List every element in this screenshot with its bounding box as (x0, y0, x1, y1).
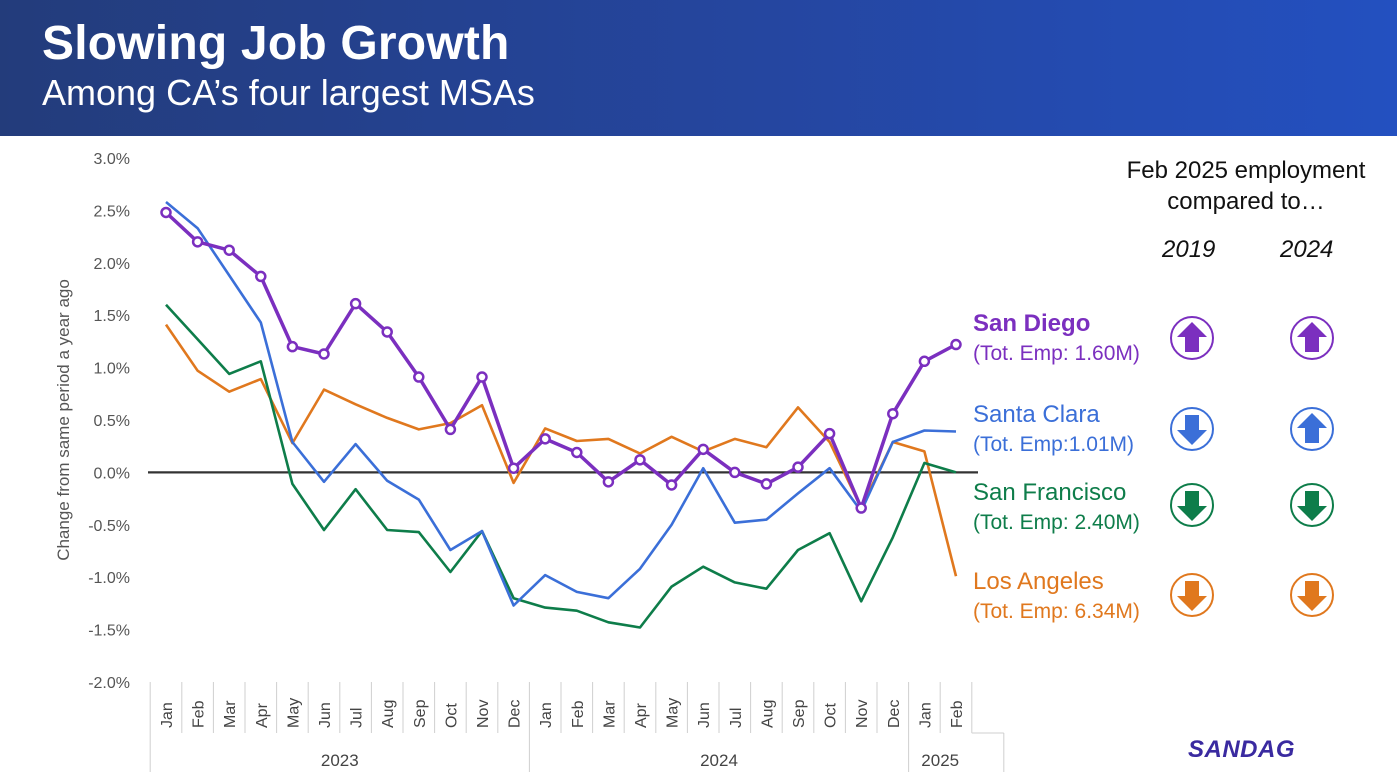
legend-name-san-diego: San Diego (973, 310, 1091, 337)
x-tick-label: Jan (917, 702, 934, 728)
year-label: 2024 (700, 751, 738, 770)
title-banner: Slowing Job Growth Among CA’s four large… (0, 0, 1397, 136)
chart-title: Slowing Job Growth (42, 17, 510, 70)
y-tick-label: -1.0% (88, 570, 130, 587)
data-point-san-diego (855, 502, 867, 514)
y-tick-label: -1.5% (88, 623, 130, 640)
data-point-san-diego (318, 348, 330, 360)
legend-los-angeles: Los Angeles (Tot. Emp: 6.34M) (973, 567, 1140, 627)
x-tick-label: Dec (886, 700, 903, 728)
arrow-down-icon (1170, 483, 1214, 527)
data-point-san-diego (223, 244, 235, 256)
y-axis-title: Change from same period a year ago (54, 279, 73, 561)
arrow-down-icon (1170, 573, 1214, 617)
x-tick-label: Jun (317, 702, 334, 728)
x-tick-label: Jan (159, 702, 176, 728)
column-2024-header: 2024 (1280, 236, 1334, 263)
year-label: 2025 (921, 751, 959, 770)
x-tick-label: May (285, 698, 302, 728)
x-tick-label: Jul (349, 708, 366, 728)
x-tick-label: Feb (191, 700, 208, 728)
legend-name-san-francisco: San Francisco (973, 479, 1127, 506)
legend-sub-los-angeles: (Tot. Emp: 6.34M) (973, 600, 1140, 623)
x-tick-label: Feb (570, 700, 587, 728)
x-tick-label: Jan (538, 702, 555, 728)
x-tick-label: Sep (791, 699, 808, 728)
x-tick-label: May (665, 698, 682, 728)
data-point-san-diego (191, 236, 204, 248)
data-point-san-diego (476, 371, 488, 383)
data-point-san-diego (349, 297, 362, 310)
series-line-san-diego (164, 211, 957, 510)
x-tick-label: Jun (696, 702, 713, 728)
data-point-san-diego (286, 340, 299, 353)
x-tick-label: Aug (759, 700, 776, 728)
chart-subtitle: Among CA’s four largest MSAs (42, 72, 535, 113)
legend-name-los-angeles: Los Angeles (973, 568, 1104, 595)
arrow-up-icon (1170, 316, 1214, 360)
data-point-san-diego (792, 461, 804, 473)
data-point-san-diego (823, 427, 836, 440)
arrow-down-icon (1290, 573, 1334, 617)
x-tick-label: Mar (222, 700, 239, 728)
legend-san-francisco: San Francisco (Tot. Emp: 2.40M) (973, 478, 1140, 538)
x-tick-label: Sep (412, 699, 429, 728)
x-tick-label: Apr (254, 702, 271, 728)
x-tick-label: Apr (633, 702, 650, 728)
data-point-san-diego (539, 433, 551, 445)
legend-name-santa-clara: Santa Clara (973, 401, 1100, 428)
sandag-logo: SANDAG (1188, 736, 1296, 763)
legend-sub-san-francisco: (Tot. Emp: 2.40M) (973, 511, 1140, 534)
data-point-san-diego (571, 446, 583, 459)
x-tick-label: Feb (949, 700, 966, 728)
series-line-los-angeles (164, 323, 958, 577)
column-2019-header: 2019 (1162, 236, 1216, 263)
y-tick-label: 0.0% (94, 465, 130, 482)
y-tick-label: 2.0% (94, 256, 130, 273)
x-tick-label: Jul (728, 708, 745, 728)
data-point-san-diego (760, 478, 773, 490)
x-tick-label: Aug (380, 700, 397, 728)
data-point-san-diego (160, 206, 172, 219)
data-point-san-diego (697, 443, 709, 456)
legend-santa-clara: Santa Clara (Tot. Emp:1.01M) (973, 400, 1134, 460)
x-tick-label: Oct (443, 703, 460, 728)
x-tick-label: Mar (601, 700, 618, 728)
data-point-san-diego (381, 326, 393, 338)
data-point-san-diego (413, 371, 425, 383)
y-tick-label: 0.5% (94, 413, 130, 430)
legend-sub-san-diego: (Tot. Emp: 1.60M) (973, 342, 1140, 365)
data-point-san-diego (950, 338, 962, 351)
series-line-san-francisco (165, 303, 957, 629)
data-point-san-diego (729, 466, 741, 479)
data-point-san-diego (918, 355, 931, 368)
arrow-up-icon (1290, 316, 1334, 360)
data-point-san-diego (602, 476, 615, 488)
legend-san-diego: San Diego (Tot. Emp: 1.60M) (973, 309, 1140, 369)
arrow-down-icon (1290, 483, 1334, 527)
data-point-san-diego (887, 407, 899, 420)
comparison-heading: Feb 2025 employment compared to… (1126, 157, 1366, 215)
arrow-down-icon (1170, 407, 1214, 451)
year-label: 2023 (321, 751, 359, 770)
y-tick-label: 3.0% (94, 151, 130, 168)
arrow-up-icon (1290, 407, 1334, 451)
data-point-san-diego (255, 270, 267, 283)
x-tick-label: Oct (823, 703, 840, 728)
y-tick-label: -2.0% (88, 675, 130, 692)
data-point-san-diego (665, 479, 678, 491)
data-point-san-diego (507, 462, 520, 474)
data-point-san-diego (444, 423, 457, 436)
legend-sub-santa-clara: (Tot. Emp:1.01M) (973, 433, 1135, 456)
y-tick-label: 1.0% (94, 361, 130, 378)
y-tick-label: 2.5% (94, 203, 130, 220)
y-tick-label: 1.5% (94, 308, 130, 325)
data-point-san-diego (634, 454, 646, 466)
x-tick-label: Nov (475, 700, 492, 728)
y-tick-label: -0.5% (88, 518, 130, 535)
x-tick-label: Dec (507, 700, 524, 728)
x-tick-label: Nov (854, 700, 871, 728)
series-line-santa-clara (165, 200, 957, 607)
